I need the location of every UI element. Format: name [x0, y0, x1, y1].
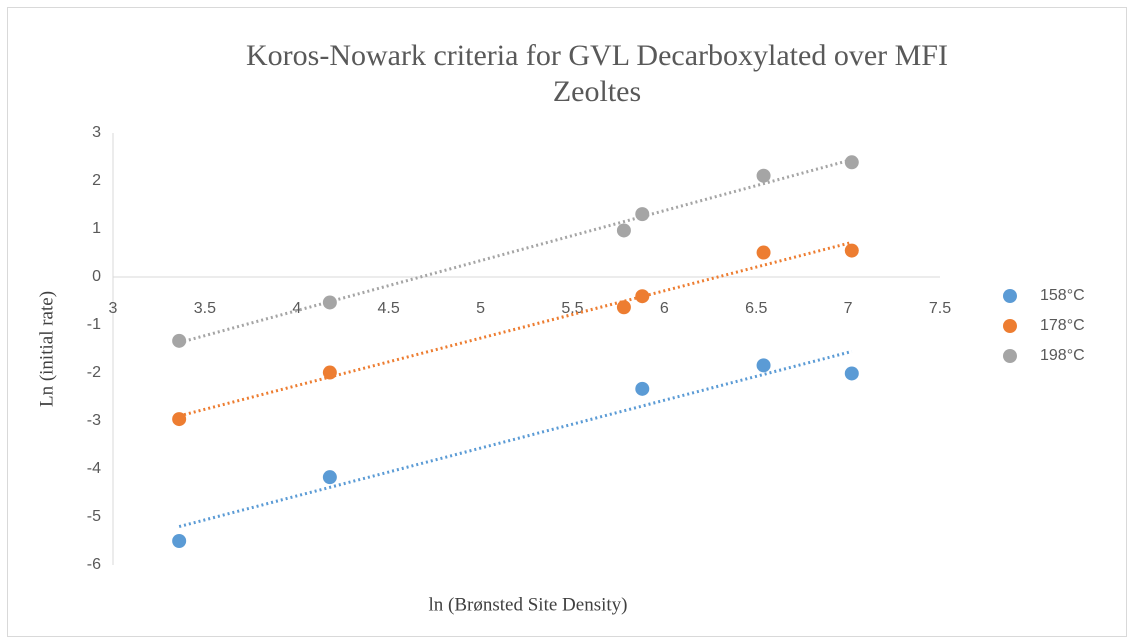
- data-point: [172, 534, 187, 548]
- data-point: [172, 333, 187, 348]
- y-tick-label: 3: [92, 124, 101, 141]
- x-tick-label: 6.5: [745, 300, 767, 317]
- data-point: [756, 245, 771, 260]
- y-tick-label: 1: [92, 220, 101, 237]
- trendline: [178, 350, 853, 529]
- y-tick-label: -4: [87, 460, 101, 477]
- x-tick-label: 6: [660, 300, 669, 317]
- y-tick-label: -5: [87, 508, 101, 525]
- legend-marker: [1003, 349, 1017, 363]
- data-point: [322, 295, 337, 310]
- legend-marker: [1003, 319, 1017, 333]
- x-axis-label: ln (Brønsted Site Density): [429, 594, 628, 615]
- data-point: [322, 470, 337, 485]
- data-point: [616, 300, 631, 315]
- data-point: [756, 358, 771, 373]
- chart-title: Koros-Nowark criteria for GVL Decarboxyl…: [246, 39, 948, 108]
- y-tick-label: -3: [87, 412, 101, 429]
- trendline: [178, 240, 853, 418]
- data-point: [844, 155, 859, 170]
- y-tick-label: -6: [87, 556, 101, 573]
- chart-border: [7, 7, 1127, 637]
- x-tick-label: 7.5: [929, 300, 951, 317]
- legend-marker: [1003, 289, 1017, 303]
- legend-label: 158°C: [1040, 287, 1085, 304]
- x-tick-label: 4: [292, 300, 301, 317]
- data-point: [844, 366, 859, 381]
- x-tick-label: 3.5: [194, 300, 216, 317]
- x-tick-label: 4.5: [378, 300, 400, 317]
- y-tick-label: -1: [87, 316, 101, 333]
- data-point: [172, 412, 187, 427]
- x-tick-label: 7: [844, 300, 853, 317]
- data-point: [635, 207, 650, 222]
- data-point: [635, 289, 650, 304]
- y-tick-label: 2: [92, 172, 101, 189]
- legend-label: 198°C: [1040, 347, 1085, 364]
- trendline: [178, 158, 853, 345]
- legend-label: 178°C: [1040, 317, 1085, 334]
- data-point: [616, 223, 631, 238]
- x-tick-label: 3: [109, 300, 118, 317]
- y-axis-label: Ln (initial rate): [36, 291, 57, 407]
- x-tick-label: 5: [476, 300, 485, 317]
- data-point: [844, 243, 859, 258]
- y-tick-label: -2: [87, 364, 101, 381]
- data-point: [756, 168, 771, 183]
- y-tick-label: 0: [92, 268, 101, 285]
- data-point: [635, 381, 650, 396]
- data-point: [322, 365, 337, 380]
